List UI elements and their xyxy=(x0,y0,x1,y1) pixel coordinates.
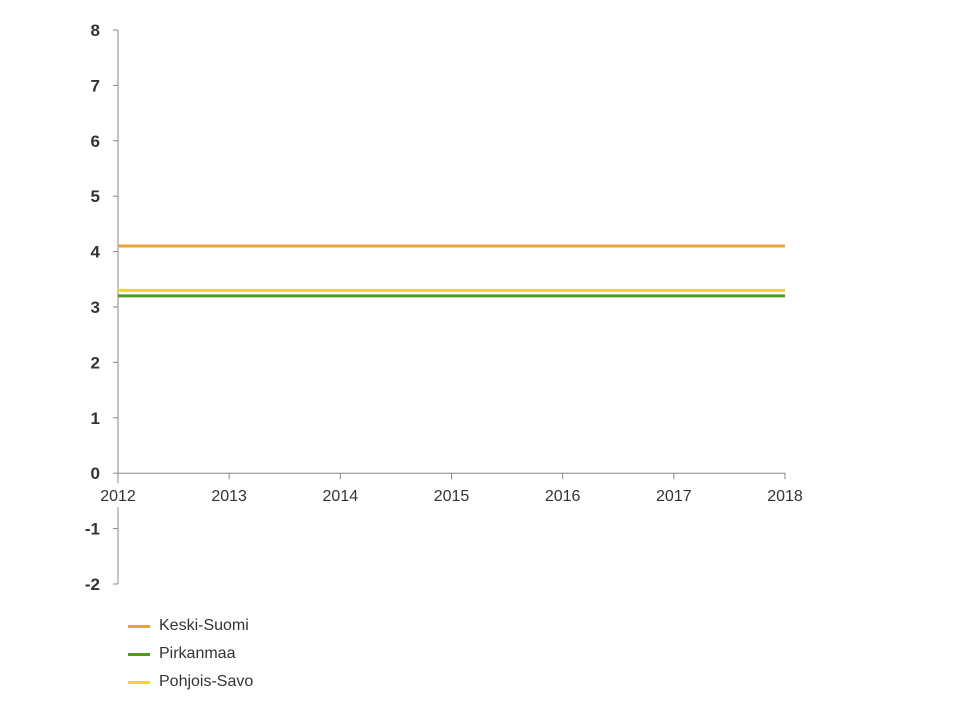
y-tick-label: -2 xyxy=(85,575,100,594)
y-tick-label: 0 xyxy=(91,464,100,483)
legend-swatch xyxy=(128,680,150,684)
legend-label: Pirkanmaa xyxy=(159,645,236,662)
x-tick-label-backing xyxy=(763,483,807,508)
legend-label: Keski-Suomi xyxy=(159,617,249,634)
y-tick-label: 3 xyxy=(91,298,100,317)
y-tick-label: 8 xyxy=(91,21,100,40)
series-lines xyxy=(118,244,785,298)
x-tick-label-backing xyxy=(651,483,696,508)
x-tick-label: 2015 xyxy=(434,488,470,505)
x-tick-label-backing xyxy=(318,483,363,508)
legend-swatch xyxy=(128,652,150,656)
y-tick-label: 2 xyxy=(91,353,100,372)
legend-item: Pirkanmaa xyxy=(128,640,253,668)
y-tick-label: 1 xyxy=(91,409,100,428)
x-tick-label: 2018 xyxy=(767,488,803,505)
x-tick-label: 2014 xyxy=(323,488,359,505)
chart-axes: -2 -1 0 1 2 3 4 5 6 7 8 2012 2013 2014 2015 2016 2017 201… xyxy=(85,21,807,594)
x-tick-label: 2016 xyxy=(545,488,581,505)
legend-item: Pohjois-Savo xyxy=(128,668,253,696)
y-tick-label: 7 xyxy=(91,76,100,95)
x-tick-label-backing xyxy=(96,483,140,508)
x-tick-label-backing xyxy=(207,483,252,508)
legend-label: Pohjois-Savo xyxy=(159,673,254,690)
x-tick-label: 2013 xyxy=(211,488,247,505)
y-tick-label: 6 xyxy=(91,132,100,151)
x-tick-label-backing xyxy=(540,483,585,508)
x-tick-label-backing xyxy=(429,483,474,508)
y-tick-label: 5 xyxy=(91,187,100,206)
y-tick-label: 4 xyxy=(91,243,101,262)
chart-legend: Keski-Suomi Pirkanmaa Pohjois-Savo xyxy=(128,612,253,696)
x-tick-label: 2012 xyxy=(100,488,136,505)
y-tick-label: -1 xyxy=(85,520,100,539)
x-tick-label: 2017 xyxy=(656,488,692,505)
legend-item: Keski-Suomi xyxy=(128,612,253,640)
legend-swatch xyxy=(128,624,150,628)
